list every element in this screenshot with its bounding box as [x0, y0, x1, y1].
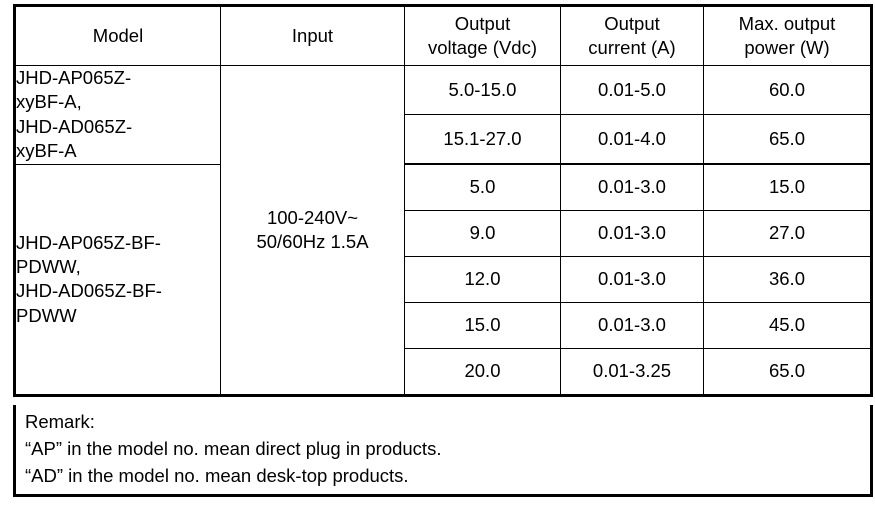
table-row: JHD-AP065Z-BF- PDWW, JHD-AD065Z-BF- PDWW…: [14, 163, 872, 397]
cell-output-current: 0.01-3.25: [560, 348, 704, 397]
cell-max-output-power: 15.0: [703, 163, 872, 212]
cell-max-output-power: 27.0: [703, 210, 872, 258]
specification-table: Model Input Output voltage (Vdc) Output …: [13, 4, 873, 398]
remark-line-ap: “AP” in the model no. mean direct plug i…: [25, 437, 442, 459]
cell-output-current: 0.01-4.0: [560, 114, 704, 166]
column-header-output-current-line1: Output: [604, 12, 660, 34]
column-header-max-output-power-line1: Max. output: [738, 12, 836, 34]
cell-output-current: 0.01-3.0: [560, 256, 704, 304]
input-line: 50/60Hz 1.5A: [256, 231, 369, 253]
column-header-output-current-line2: current (A): [588, 37, 676, 58]
column-header-max-output-power: Max. output power (W): [703, 5, 872, 66]
cell-output-voltage: 12.0: [404, 256, 561, 304]
table-header: Model Input Output voltage (Vdc) Output …: [14, 5, 872, 66]
model-line: xyBF-A,: [16, 91, 82, 113]
model-line: JHD-AD065Z-BF-: [16, 280, 162, 302]
cell-max-output-power: 36.0: [703, 256, 872, 304]
cell-max-output-power: 65.0: [703, 348, 872, 397]
model-cell-group-1: JHD-AP065Z- xyBF-A, JHD-AD065Z- xyBF-A: [14, 65, 221, 165]
model-cell-group-2: JHD-AP065Z-BF- PDWW, JHD-AD065Z-BF- PDWW: [14, 163, 221, 397]
table-row: JHD-AP065Z- xyBF-A, JHD-AD065Z- xyBF-A 1…: [14, 64, 872, 397]
column-header-output-current: Output current (A): [560, 5, 704, 66]
remark-line-ad: “AD” in the model no. mean desk-top prod…: [25, 464, 409, 486]
cell-output-voltage: 15.0: [404, 302, 561, 350]
column-header-model-label: Model: [92, 24, 144, 46]
table-row: 20.0 0.01-3.25 65.0: [15, 348, 872, 397]
table-row: 15.1-27.0 0.01-4.0 65.0: [15, 114, 872, 166]
input-line: 100-240V~: [266, 206, 359, 228]
table-row: 9.0 0.01-3.0 27.0: [15, 210, 872, 258]
model-line: JHD-AP065Z-BF-: [16, 231, 161, 253]
column-header-output-voltage: Output voltage (Vdc): [404, 5, 561, 66]
cell-max-output-power: 60.0: [703, 64, 872, 116]
table-row: 15.0 0.01-3.0 45.0: [15, 302, 872, 350]
column-header-max-output-power-line2: power (W): [744, 37, 830, 58]
header-row: Model Input Output voltage (Vdc) Output …: [14, 5, 872, 66]
cell-output-voltage: 15.1-27.0: [404, 114, 561, 166]
model-line: JHD-AP065Z-: [16, 67, 132, 88]
cell-output-voltage: 20.0: [404, 348, 561, 397]
input-cell: 100-240V~ 50/60Hz 1.5A: [220, 64, 405, 397]
remark-title: Remark:: [25, 411, 95, 432]
cell-output-current: 0.01-3.0: [560, 210, 704, 258]
table-body: JHD-AP065Z- xyBF-A, JHD-AD065Z- xyBF-A 1…: [14, 64, 872, 397]
cell-output-voltage: 9.0: [404, 210, 561, 258]
model-line: xyBF-A: [16, 140, 77, 162]
cell-output-voltage: 5.0-15.0: [404, 64, 561, 116]
cell-output-voltage: 5.0: [404, 163, 561, 212]
column-header-input-label: Input: [291, 24, 334, 46]
specification-table-wrapper: Model Input Output voltage (Vdc) Output …: [13, 4, 873, 398]
cell-max-output-power: 65.0: [703, 114, 872, 166]
column-header-output-voltage-line1: Output: [454, 12, 511, 34]
column-header-output-voltage-line2: voltage (Vdc): [428, 37, 537, 58]
column-header-input: Input: [220, 5, 405, 66]
cell-output-current: 0.01-3.0: [560, 302, 704, 350]
table-row: 12.0 0.01-3.0 36.0: [15, 256, 872, 304]
cell-output-current: 0.01-3.0: [560, 163, 704, 212]
column-header-model: Model: [14, 5, 221, 66]
remark-section: Remark: “AP” in the model no. mean direc…: [13, 405, 873, 497]
model-line: PDWW: [16, 304, 77, 326]
model-line: JHD-AD065Z-: [16, 115, 133, 137]
cell-max-output-power: 45.0: [703, 302, 872, 350]
cell-output-current: 0.01-5.0: [560, 64, 704, 116]
model-line: PDWW,: [16, 255, 81, 277]
